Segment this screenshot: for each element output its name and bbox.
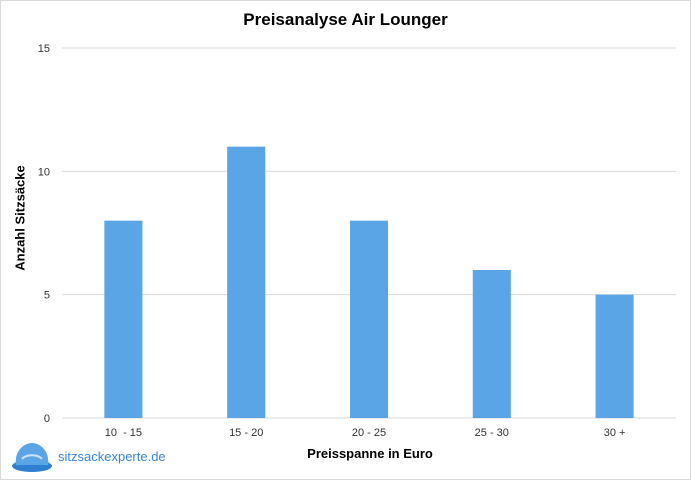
x-tick-label: 20 - 25 [352, 427, 386, 439]
x-tick-label: 10 - 15 [105, 427, 142, 439]
bar [227, 146, 266, 418]
x-tick-label: 15 - 20 [229, 427, 263, 439]
bar [472, 270, 511, 418]
y-tick-label: 10 [38, 166, 50, 178]
y-tick-label: 0 [44, 413, 50, 425]
bar [349, 220, 389, 418]
watermark: sitzsackexperte.de [10, 439, 166, 473]
y-tick-label: 5 [44, 290, 50, 302]
x-tick-label: 30 + [604, 427, 626, 439]
beanbag-logo-icon [12, 443, 52, 472]
y-axis-label: Anzahl Sitzsäcke [12, 165, 28, 271]
y-tick-label: 15 [38, 43, 50, 55]
watermark-text: sitzsackexperte.de [58, 448, 166, 464]
x-tick-label: 25 - 30 [475, 427, 509, 439]
x-axis-label: Preisspanne in Euro [307, 446, 433, 461]
chart-title: Preisanalyse Air Lounger [243, 10, 448, 29]
bar [104, 220, 143, 418]
bar [595, 294, 634, 418]
